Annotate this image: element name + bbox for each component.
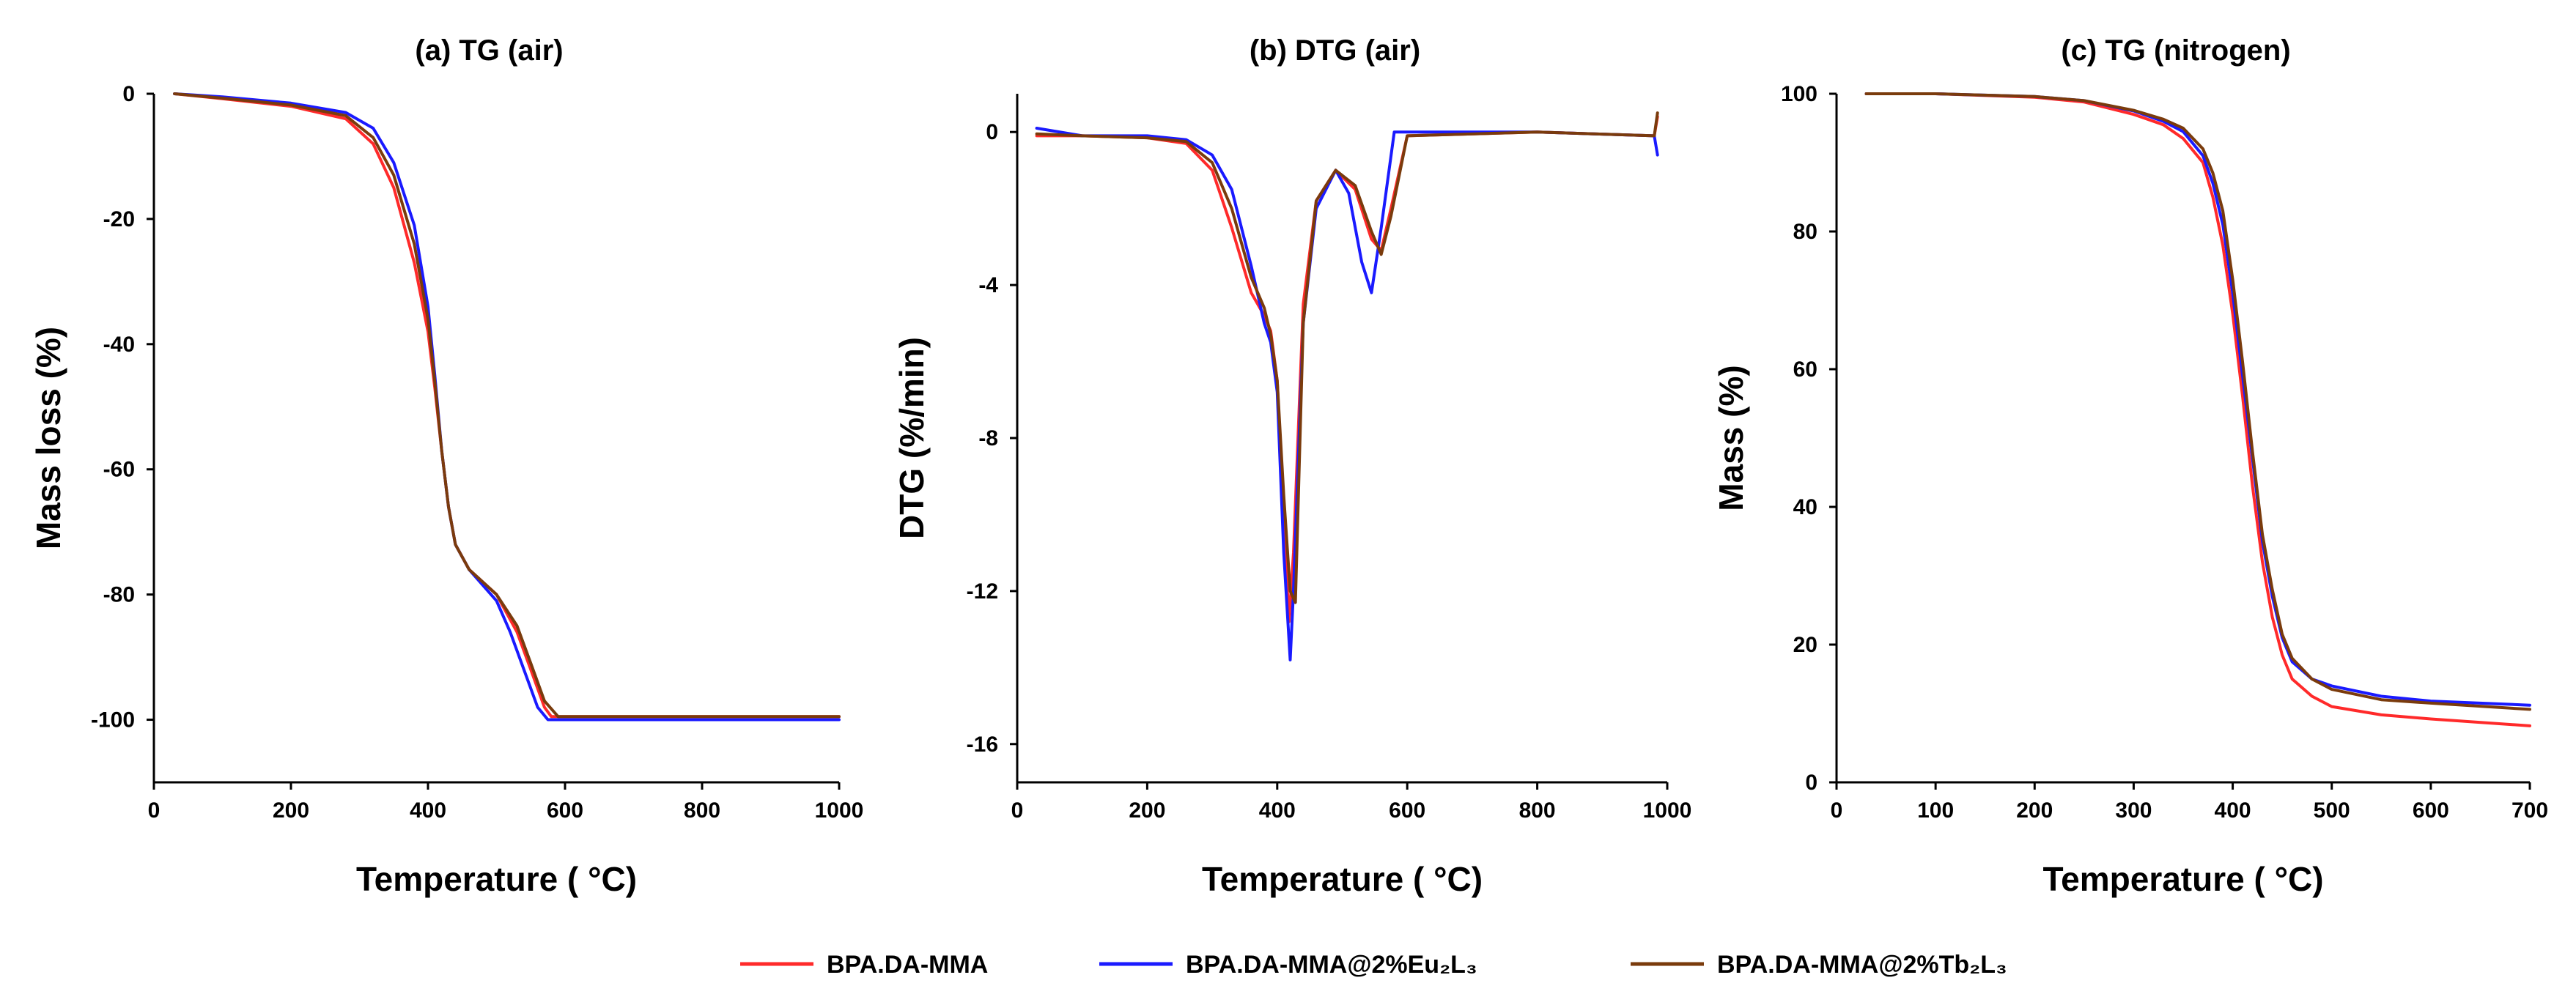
x-tick-label: 800 bbox=[1519, 798, 1556, 823]
x-tick-label: 600 bbox=[1389, 798, 1425, 823]
y-tick-label: 80 bbox=[1793, 220, 1817, 244]
x-tick-label: 600 bbox=[547, 798, 583, 823]
y-tick-label: 0 bbox=[1805, 771, 1817, 795]
series-line-3 bbox=[173, 92, 841, 719]
y-tick-label: -20 bbox=[103, 207, 135, 231]
x-axis-label: Temperature ( °C) bbox=[2042, 860, 2323, 898]
y-tick-label: 60 bbox=[1793, 357, 1817, 382]
y-tick-label: -80 bbox=[103, 583, 135, 607]
y-tick-label: -4 bbox=[978, 273, 998, 297]
chart-title: (c) TG (nitrogen) bbox=[2061, 34, 2290, 67]
series-line-1 bbox=[1864, 92, 2531, 727]
series-line-2 bbox=[173, 92, 841, 722]
legend-label-1: BPA.DA-MMA bbox=[827, 951, 988, 979]
x-axis-label: Temperature ( °C) bbox=[356, 860, 637, 898]
x-tick-label: 400 bbox=[1259, 798, 1296, 823]
y-tick-label: 100 bbox=[1781, 82, 1817, 106]
x-tick-label: 0 bbox=[1831, 798, 1843, 823]
x-tick-label: 400 bbox=[410, 798, 446, 823]
series-line-2 bbox=[1035, 127, 1659, 661]
legend-label-2: BPA.DA-MMA@2%Eu₂L₃ bbox=[1186, 951, 1477, 979]
x-tick-label: 300 bbox=[2115, 798, 2152, 823]
y-axis-label: Mass (%) bbox=[1712, 365, 1750, 511]
series-line-3 bbox=[1864, 92, 2531, 711]
x-tick-label: 1000 bbox=[1643, 798, 1692, 823]
y-tick-label: 0 bbox=[986, 120, 998, 144]
x-tick-label: 800 bbox=[684, 798, 720, 823]
y-tick-label: -16 bbox=[967, 733, 998, 757]
x-tick-label: 100 bbox=[1917, 798, 1954, 823]
y-tick-label: -8 bbox=[978, 426, 998, 450]
x-tick-label: 200 bbox=[273, 798, 309, 823]
x-tick-label: 400 bbox=[2215, 798, 2251, 823]
panel-a: 0 200 400 600 800 1000 0 -20 -40 -60 -80 -100 (a) TG… bbox=[29, 34, 863, 898]
y-tick-label: -12 bbox=[967, 579, 998, 604]
y-tick-label: -40 bbox=[103, 333, 135, 357]
x-tick-label: 0 bbox=[148, 798, 160, 823]
x-axis-label: Temperature ( °C) bbox=[1202, 860, 1483, 898]
y-tick-label: -60 bbox=[103, 458, 135, 482]
x-tick-label: 1000 bbox=[815, 798, 864, 823]
x-tick-label: 600 bbox=[2413, 798, 2449, 823]
y-tick-label: 40 bbox=[1793, 495, 1817, 519]
y-tick-label: 20 bbox=[1793, 633, 1817, 657]
x-tick-label: 0 bbox=[1011, 798, 1024, 823]
panel-c: 0 100 200 300 400 500 600 700 0 20 40 60 80 100 (c) TG… bbox=[1712, 34, 2548, 898]
y-tick-label: -100 bbox=[91, 708, 135, 733]
x-tick-label: 700 bbox=[2512, 798, 2548, 823]
x-tick-label: 200 bbox=[2016, 798, 2053, 823]
y-axis-label: DTG (%/min) bbox=[893, 337, 931, 539]
chart-title: (a) TG (air) bbox=[415, 34, 563, 67]
legend: BPA.DA-MMA BPA.DA-MMA@2%Eu₂L₃ BPA.DA-MMA@2… bbox=[740, 951, 2007, 979]
series-line-2 bbox=[1864, 92, 2531, 707]
x-tick-label: 200 bbox=[1129, 798, 1165, 823]
series-line-3 bbox=[1035, 111, 1659, 604]
y-axis-label: Mass loss (%) bbox=[29, 327, 67, 549]
legend-label-3: BPA.DA-MMA@2%Tb₂L₃ bbox=[1717, 951, 2007, 979]
x-tick-label: 500 bbox=[2314, 798, 2350, 823]
chart-title: (b) DTG (air) bbox=[1250, 34, 1420, 67]
panel-b: 0 200 400 600 800 1000 0 -4 -8 -12 -16 (b) DTG (air… bbox=[893, 34, 1691, 898]
y-tick-label: 0 bbox=[122, 82, 135, 106]
